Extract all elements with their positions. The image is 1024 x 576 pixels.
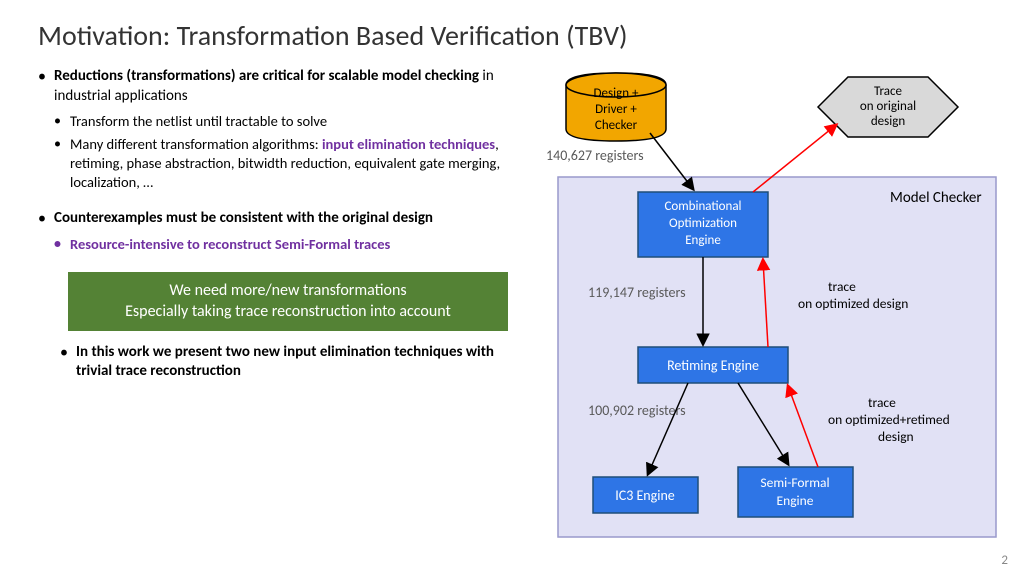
cyl-l1: Design + <box>593 86 638 101</box>
flow-diagram: Design + Driver + Checker Trace on origi… <box>538 67 998 567</box>
box4-l2: Engine <box>776 492 813 509</box>
hex-l1: Trace <box>874 84 902 99</box>
callout-line1: We need more/new transformations <box>78 280 498 302</box>
box3-label: IC3 Engine <box>615 487 675 504</box>
box1-l3: Engine <box>685 233 721 248</box>
bullet-2a: Resource-intensive to reconstruct Semi-F… <box>54 235 530 254</box>
bullet-3-text: In this work we present two new input el… <box>76 343 494 381</box>
callout-line2: Especially taking trace reconstruction i… <box>78 301 498 323</box>
bullet-1a: Transform the netlist until tractable to… <box>54 112 530 131</box>
box4-l1: Semi-Formal <box>760 474 829 491</box>
tr1-l1: trace <box>828 278 856 295</box>
bullet-3: In this work we present two new input el… <box>60 343 530 382</box>
panel-label: Model Checker <box>890 189 982 207</box>
bullet-1: Reductions (transformations) are critica… <box>38 67 530 191</box>
reg2-label: 119,147 registers <box>588 284 686 301</box>
bullet-1b-purple: input elimination techniques <box>322 135 495 153</box>
bullet-column: Reductions (transformations) are critica… <box>38 67 530 557</box>
cyl-l3: Checker <box>595 118 638 133</box>
reg3-label: 100,902 registers <box>588 402 686 419</box>
tr2-l3: design <box>878 428 914 445</box>
page-number: 2 <box>1001 553 1008 568</box>
hex-trace: Trace on original design <box>818 77 958 137</box>
tr1-l2: on optimized design <box>798 295 908 312</box>
box1-l1: Combinational <box>664 199 741 214</box>
cyl-l2: Driver + <box>595 102 637 117</box>
box2-label: Retiming Engine <box>667 357 759 374</box>
slide-title: Motivation: Transformation Based Verific… <box>38 18 986 53</box>
bullet-1-bold: Reductions (transformations) are critica… <box>54 67 479 85</box>
hex-l3: design <box>871 114 905 129</box>
bullet-2: Counterexamples must be consistent with … <box>38 209 530 253</box>
hex-l2: on original <box>860 99 916 114</box>
reg1-label: 140,627 registers <box>546 147 644 164</box>
tr2-l1: trace <box>868 394 896 411</box>
cylinder-source: Design + Driver + Checker <box>566 73 666 141</box>
diagram-area: Design + Driver + Checker Trace on origi… <box>538 67 986 557</box>
bullet-2-text: Counterexamples must be consistent with … <box>54 209 433 227</box>
bullet-1b-pre: Many different transformation algorithms… <box>70 135 322 153</box>
box1-l2: Optimization <box>669 216 737 231</box>
bullet-1b: Many different transformation algorithms… <box>54 135 530 192</box>
tr2-l2: on optimized+retimed <box>828 411 950 428</box>
callout-box: We need more/new transformations Especia… <box>68 272 508 331</box>
